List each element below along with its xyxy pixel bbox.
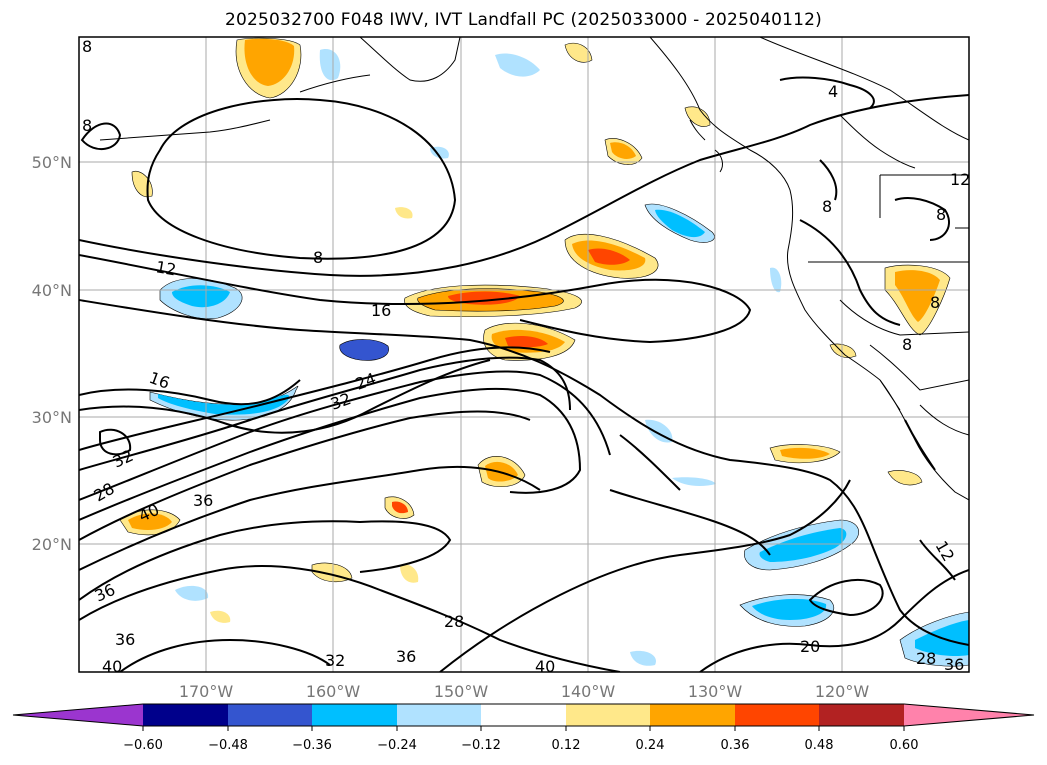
- colorbar-segment: [228, 704, 312, 726]
- colorbar-segment: [566, 704, 650, 726]
- colorbar-segment: [143, 704, 228, 726]
- lon-label-140w: 140°W: [561, 682, 616, 701]
- colorbar-segment: [735, 704, 819, 726]
- contour-label: 20: [800, 637, 820, 656]
- positive-patch: [244, 38, 295, 86]
- contour-label: 8: [930, 293, 940, 312]
- contour-label: 28: [444, 612, 464, 631]
- latitude-axis: 50°N 40°N 30°N 20°N: [32, 153, 72, 554]
- contour-label: 8: [936, 205, 946, 224]
- colorbar-tick-label: 0.60: [890, 738, 919, 753]
- positive-patch: [128, 513, 172, 530]
- colorbar-segment: [312, 704, 397, 726]
- contour-label: 36: [944, 655, 964, 674]
- colorbar-tick-label: 0.36: [721, 738, 750, 753]
- colorbar-tick-label: −0.36: [292, 738, 332, 753]
- lon-label-160w: 160°W: [306, 682, 361, 701]
- map-title: 2025032700 F048 IWV, IVT Landfall PC (20…: [224, 10, 823, 30]
- contour-label: 8: [82, 116, 92, 135]
- positive-patch: [392, 501, 408, 514]
- positive-patch: [829, 343, 857, 358]
- lat-label-50n: 50°N: [32, 153, 72, 172]
- negative-patch: [655, 209, 705, 238]
- negative-patch: [172, 285, 230, 308]
- lon-label-130w: 130°W: [688, 682, 743, 701]
- contour-label: 8: [313, 248, 323, 267]
- negative-patch: [339, 339, 389, 361]
- contour-label: 36: [115, 630, 135, 649]
- contour-label: 36: [396, 647, 416, 666]
- lat-label-30n: 30°N: [32, 408, 72, 427]
- longitude-axis: 170°W 160°W 150°W 140°W 130°W 120°W: [179, 682, 870, 701]
- contour-label: 32: [325, 651, 345, 670]
- colorbar-segment: [481, 704, 566, 726]
- negative-patch: [759, 528, 847, 562]
- contour-label: 40: [102, 657, 122, 676]
- colorbar-tick-label: 0.12: [552, 738, 581, 753]
- positive-patch: [400, 564, 419, 583]
- lat-label-40n: 40°N: [32, 281, 72, 300]
- negative-patch: [319, 49, 341, 81]
- colorbar-segment: [819, 704, 904, 726]
- contour-label: 36: [193, 491, 213, 510]
- colorbar-segment: [904, 704, 1034, 726]
- contour-label: 4: [828, 82, 838, 101]
- colorbar-tick-label: −0.60: [123, 738, 163, 753]
- negative-patch: [630, 650, 656, 666]
- contour-label: 8: [82, 37, 92, 56]
- negative-patch: [158, 394, 290, 415]
- map-frame: [78, 36, 970, 673]
- lon-label-150w: 150°W: [434, 682, 489, 701]
- positive-patch: [505, 336, 548, 348]
- contour-label: 12: [154, 257, 177, 279]
- positive-patch: [588, 248, 630, 265]
- positive-patch: [395, 207, 413, 219]
- lat-label-20n: 20°N: [32, 535, 72, 554]
- contour-label: 40: [535, 657, 555, 676]
- negative-patch: [752, 598, 827, 620]
- contour-label: 12: [950, 170, 970, 189]
- colorbar-tick-label: −0.24: [377, 738, 417, 753]
- positive-patch: [780, 447, 830, 459]
- colorbar-segment: [650, 704, 735, 726]
- positive-patch: [684, 106, 711, 127]
- contour-label: 8: [902, 335, 912, 354]
- negative-patch: [175, 585, 209, 601]
- positive-patch: [210, 610, 231, 623]
- lon-label-120w: 120°W: [815, 682, 870, 701]
- positive-patch: [610, 142, 636, 159]
- negative-patch: [495, 53, 540, 77]
- negative-patch: [672, 477, 716, 486]
- colorbar: −0.60 −0.48 −0.36 −0.24 −0.12 0.12 0.24 …: [12, 703, 1035, 753]
- contour-lines: [79, 76, 969, 672]
- colorbar-segment: [13, 704, 143, 726]
- colorbar-tick-label: −0.48: [208, 738, 248, 753]
- lon-label-170w: 170°W: [179, 682, 234, 701]
- colorbar-tick-label: −0.12: [461, 738, 501, 753]
- positive-patch: [887, 470, 923, 486]
- shaded-fields: [119, 37, 969, 667]
- contour-label: 28: [916, 649, 936, 668]
- colorbar-segment: [397, 704, 481, 726]
- positive-patch: [564, 42, 593, 63]
- colorbar-tick-label: 0.24: [636, 738, 665, 753]
- contour-label: 16: [371, 301, 391, 320]
- positive-patch: [895, 270, 940, 322]
- negative-patch: [770, 267, 782, 293]
- colorbar-tick-label: 0.48: [805, 738, 834, 753]
- contour-label: 8: [822, 197, 832, 216]
- coastlines: [99, 37, 969, 501]
